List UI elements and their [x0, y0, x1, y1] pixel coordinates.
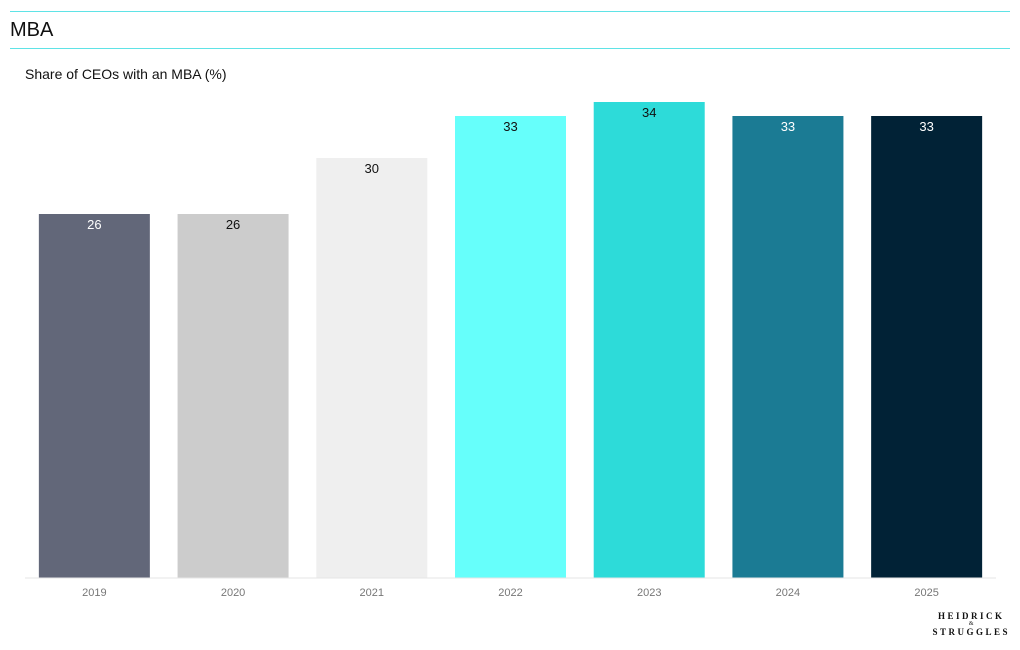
data-label-2021: 30	[365, 161, 379, 176]
bar-2024	[732, 116, 844, 578]
bars-layer: 26 26 30 33 34 33 33	[38, 102, 983, 578]
page-title: MBA	[10, 19, 54, 41]
bar-2021	[316, 158, 428, 578]
data-label-2020: 26	[226, 217, 240, 232]
header-bottom-rule	[10, 48, 1010, 49]
heidrick-struggles-logo: HEIDRICK & STRUGGLES	[932, 611, 1010, 637]
data-label-2022: 33	[503, 119, 517, 134]
x-tick-2020: 2020	[221, 587, 245, 599]
bar-2023	[593, 102, 705, 578]
header-top-rule	[10, 11, 1010, 12]
chart-title: Share of CEOs with an MBA (%)	[25, 66, 227, 82]
x-tick-2021: 2021	[360, 587, 384, 599]
x-tick-labels: 2019 2020 2021 2022 2023 2024 2025	[82, 587, 939, 599]
x-tick-2024: 2024	[776, 587, 800, 599]
x-tick-2022: 2022	[498, 587, 522, 599]
bar-2019	[38, 214, 150, 578]
data-label-2024: 33	[781, 119, 795, 134]
x-tick-2019: 2019	[82, 587, 106, 599]
bar-2020	[177, 214, 289, 578]
data-label-2019: 26	[87, 217, 101, 232]
data-label-2023: 34	[642, 105, 656, 120]
x-tick-2025: 2025	[914, 587, 938, 599]
x-tick-2023: 2023	[637, 587, 661, 599]
bar-2022	[455, 116, 566, 578]
data-label-2025: 33	[919, 119, 933, 134]
bar-2025	[871, 116, 983, 578]
